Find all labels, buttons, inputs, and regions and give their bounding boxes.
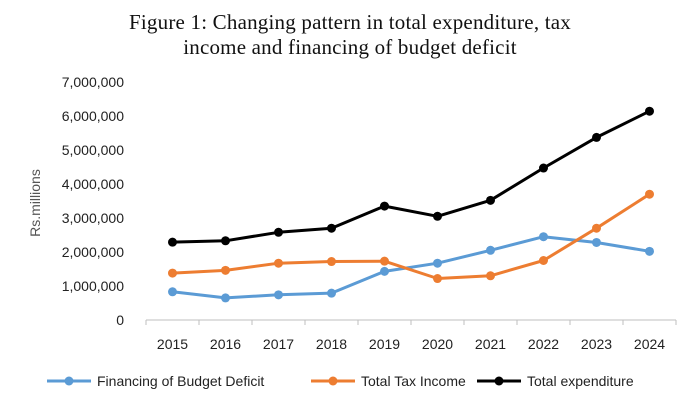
legend-marker — [494, 376, 504, 386]
data-point — [168, 268, 177, 278]
chart-title-line-1: Figure 1: Changing pattern in total expe… — [129, 10, 571, 34]
y-axis-label: Rs.millions — [27, 169, 43, 237]
data-point — [645, 189, 654, 199]
series-line-1 — [171, 235, 651, 300]
data-point — [168, 237, 177, 247]
data-point — [539, 232, 548, 242]
x-tick-label: 2022 — [528, 336, 559, 352]
data-point — [592, 132, 601, 142]
data-point — [433, 274, 442, 284]
y-tick-label: 1,000,000 — [62, 278, 124, 294]
legend-marker — [64, 376, 74, 386]
x-tick-label: 2021 — [475, 336, 506, 352]
x-tick-label: 2024 — [634, 336, 665, 352]
x-tick-label: 2017 — [263, 336, 294, 352]
y-tick-label: 7,000,000 — [62, 74, 124, 90]
series-line-3 — [171, 109, 651, 244]
y-tick-label: 3,000,000 — [62, 210, 124, 226]
data-point — [645, 106, 654, 116]
data-point — [274, 258, 283, 268]
y-tick-label: 6,000,000 — [62, 108, 124, 124]
data-point — [274, 290, 283, 300]
y-tick-label: 4,000,000 — [62, 176, 124, 192]
legend-marker — [328, 376, 338, 386]
series-lines — [171, 109, 651, 300]
data-point — [645, 246, 654, 256]
data-point — [486, 245, 495, 255]
y-axis-label-group: Rs.millions — [27, 169, 43, 237]
data-point — [221, 265, 230, 275]
x-tick-label: 2019 — [369, 336, 400, 352]
data-point — [539, 163, 548, 173]
series-points — [168, 106, 654, 303]
data-point — [592, 223, 601, 233]
data-point — [433, 211, 442, 221]
legend: Financing of Budget Deficit Total Tax Inc… — [47, 373, 634, 389]
legend-label: Total expenditure — [527, 373, 634, 389]
data-point — [327, 288, 336, 298]
y-axis-ticks: 0 1,000,000 2,000,000 3,000,000 4,000,000 5,0… — [62, 74, 125, 328]
data-point — [327, 257, 336, 267]
data-point — [433, 258, 442, 268]
legend-label: Total Tax Income — [361, 373, 466, 389]
x-tick-label: 2015 — [157, 336, 188, 352]
chart-title-line-2: income and financing of budget deficit — [183, 35, 517, 59]
x-tick-label: 2018 — [316, 336, 347, 352]
data-point — [539, 256, 548, 265]
x-tick-label: 2023 — [581, 336, 612, 352]
data-point — [380, 256, 389, 266]
series-line-2 — [171, 192, 651, 280]
y-tick-label: 0 — [116, 312, 124, 328]
data-point — [274, 227, 283, 237]
data-point — [380, 201, 389, 211]
y-tick-label: 2,000,000 — [62, 244, 124, 260]
data-point — [592, 237, 601, 247]
x-tick-label: 2020 — [422, 336, 453, 352]
data-point — [380, 266, 389, 276]
y-tick-label: 5,000,000 — [62, 142, 124, 158]
data-point — [327, 223, 336, 233]
x-tick-label: 2016 — [210, 336, 241, 352]
x-axis: 2015 2016 2017 2018 2019 2020 2021 2022 2023 2024 — [145, 319, 677, 352]
data-point — [168, 287, 177, 297]
data-point — [486, 195, 495, 205]
data-point — [221, 293, 230, 303]
data-point — [221, 236, 230, 246]
legend-label: Financing of Budget Deficit — [97, 373, 264, 389]
data-point — [486, 271, 495, 281]
